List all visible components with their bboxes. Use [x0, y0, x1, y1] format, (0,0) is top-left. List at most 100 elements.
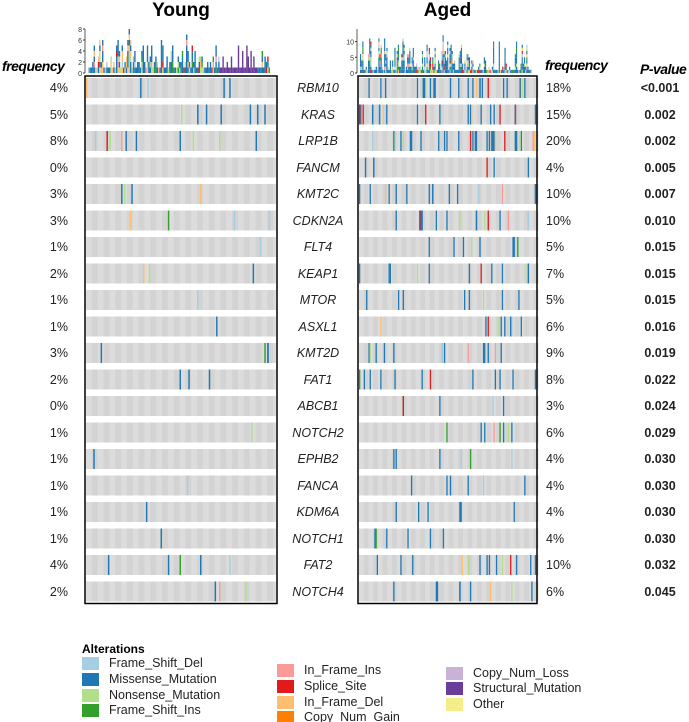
top-bar-segment	[109, 67, 111, 73]
sample-stripe	[243, 449, 250, 469]
mutation-mark	[208, 369, 211, 390]
legend-item: Nonsense_Mutation	[82, 688, 220, 702]
top-bar-segment	[116, 62, 118, 68]
top-bar-segment	[128, 62, 130, 68]
sample-stripe	[495, 369, 501, 390]
top-bar-segment	[113, 62, 115, 68]
sample-stripe	[150, 104, 157, 125]
sample-stripe	[126, 157, 133, 178]
sample-stripe	[486, 184, 492, 204]
sample-stripe	[514, 343, 520, 363]
row-background	[86, 343, 276, 363]
mutation-mark	[501, 184, 504, 204]
top-bar-segment	[432, 63, 434, 67]
sample-stripe	[220, 502, 227, 522]
sample-stripe	[197, 422, 203, 443]
sample-stripe	[267, 581, 274, 602]
sample-stripe	[439, 369, 444, 390]
mutation-mark	[395, 184, 397, 204]
top-bar-segment	[480, 69, 482, 73]
top-bar-segment	[137, 62, 139, 68]
sample-stripe	[486, 290, 492, 310]
sample-stripe	[243, 502, 250, 522]
top-bar-segment	[102, 51, 104, 57]
mutation-mark	[499, 104, 501, 125]
top-bar-segment	[403, 60, 405, 64]
top-bar-segment	[381, 66, 383, 70]
sample-stripe	[208, 237, 215, 257]
sample-stripe	[115, 343, 122, 363]
legend-label: Splice_Site	[304, 679, 367, 693]
sample-stripe	[91, 157, 98, 178]
mutation-mark	[439, 104, 441, 125]
top-bar-segment	[403, 44, 405, 48]
top-bar-segment	[128, 34, 130, 40]
top-bar-segment	[389, 66, 391, 70]
sample-stripe	[467, 528, 473, 549]
mutation-mark	[446, 422, 448, 443]
top-bar-segment	[362, 44, 364, 48]
top-bar-segment	[396, 63, 398, 67]
sample-stripe	[363, 237, 369, 257]
top-bar-segment	[384, 44, 386, 48]
top-bar-segment	[488, 69, 490, 73]
mutation-mark	[438, 131, 440, 151]
top-bar-segment	[118, 51, 121, 57]
top-bar-segment	[467, 66, 469, 70]
top-bar-segment	[396, 51, 398, 55]
top-bar-segment	[471, 60, 473, 64]
sample-stripe	[197, 369, 203, 390]
sample-stripe	[267, 78, 274, 98]
legend-swatch	[446, 697, 463, 711]
legend-label: Frame_Shift_Ins	[109, 703, 201, 717]
top-bar-segment	[215, 56, 217, 62]
top-bar-segment	[429, 57, 432, 61]
sample-stripe	[420, 422, 426, 443]
top-bar-segment	[521, 47, 523, 51]
top-bar-segment	[170, 56, 172, 62]
sample-stripe	[420, 290, 426, 310]
top-bar-segment	[441, 66, 443, 70]
sample-stripe	[232, 475, 238, 496]
top-bar-segment	[400, 66, 402, 70]
mutation-mark	[86, 78, 88, 98]
mutation-mark	[268, 210, 271, 231]
mutation-mark	[267, 343, 269, 363]
top-bar-segment	[441, 69, 443, 73]
sample-stripe	[91, 528, 98, 549]
mutation-mark	[449, 475, 452, 496]
mutation-mark	[511, 316, 513, 337]
row-background	[86, 502, 276, 522]
top-bar-segment	[515, 66, 518, 70]
sample-stripe	[514, 449, 520, 469]
top-bar-segment	[253, 62, 255, 68]
top-bar-segment	[371, 69, 373, 73]
sample-stripe	[382, 210, 388, 231]
top-bar-segment	[362, 60, 364, 64]
sample-stripe	[115, 528, 122, 549]
sample-stripe	[363, 422, 369, 443]
sample-stripe	[514, 422, 520, 443]
top-bar-segment	[417, 69, 419, 73]
top-bar-segment	[442, 60, 444, 64]
mutation-mark	[511, 449, 513, 469]
mutation-mark	[500, 316, 502, 337]
mutation-mark	[456, 184, 459, 204]
sample-stripe	[150, 528, 157, 549]
top-bar-segment	[370, 51, 372, 55]
sample-stripe	[524, 528, 529, 549]
sample-stripe	[505, 555, 511, 575]
mutation-mark	[147, 78, 149, 98]
mutation-mark	[429, 78, 432, 98]
mutation-mark	[482, 343, 485, 363]
p-value: 0.032	[644, 558, 676, 572]
sample-stripe	[185, 78, 192, 98]
top-bar-segment	[459, 57, 461, 61]
top-bar-segment	[162, 67, 164, 73]
mutation-mark	[393, 449, 395, 469]
top-bar-segment	[424, 57, 426, 61]
sample-stripe	[173, 184, 180, 204]
sample-stripe	[255, 528, 262, 549]
top-bar-segment	[441, 51, 443, 55]
top-bar-segment	[125, 62, 128, 68]
